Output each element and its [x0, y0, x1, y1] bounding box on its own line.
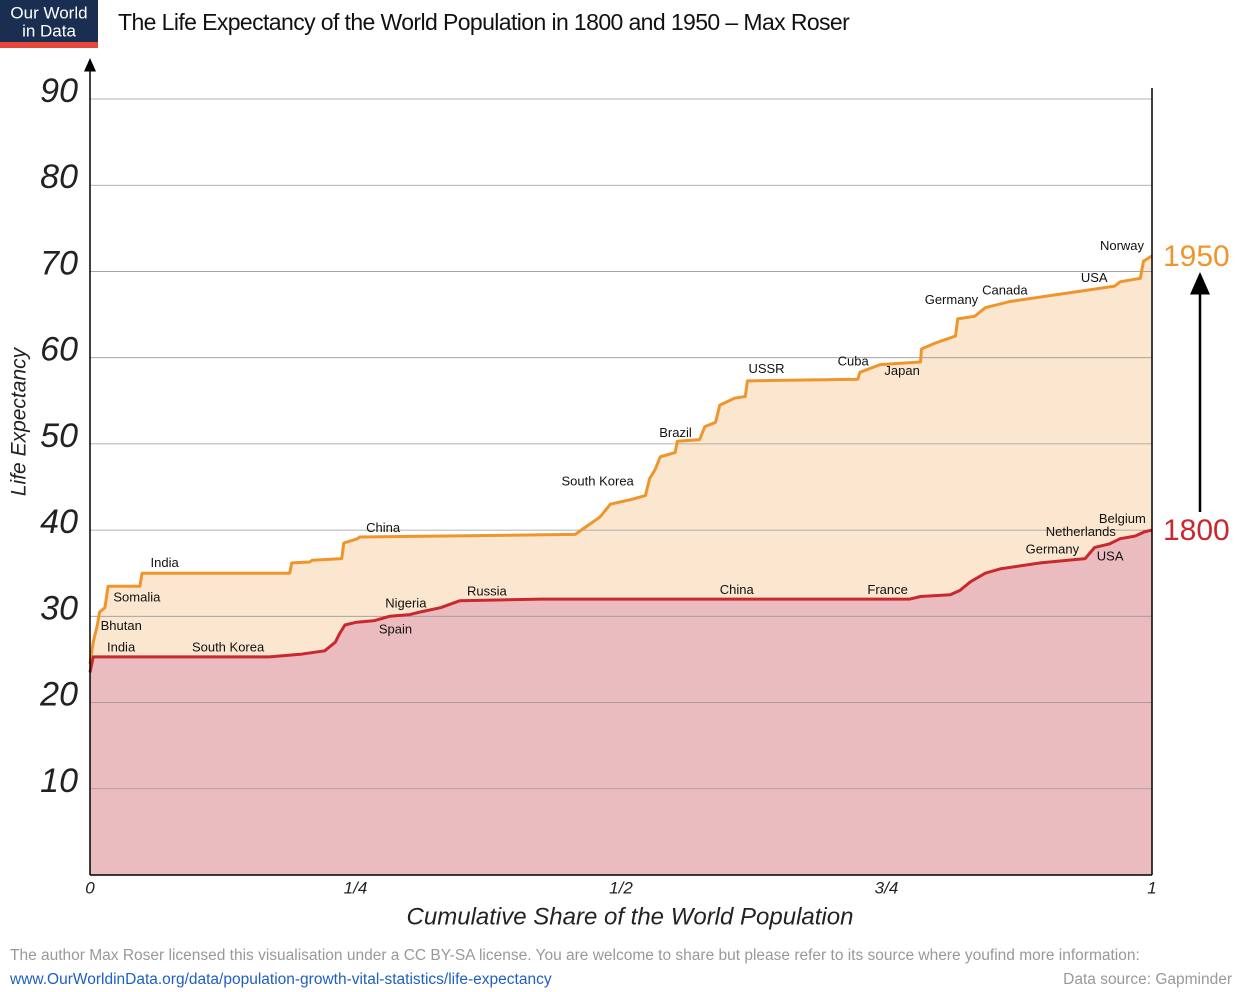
- chart-title: The Life Expectancy of the World Populat…: [118, 9, 850, 35]
- annotation: South Korea: [192, 640, 265, 655]
- data-source: Data source: Gapminder: [1063, 971, 1232, 988]
- areas: [90, 255, 1152, 875]
- annotation: Netherlands: [1046, 524, 1117, 539]
- lines: [88, 254, 1153, 673]
- logo-text: Our World: [10, 3, 87, 22]
- logo-stripe: [0, 42, 98, 48]
- logo-box: [0, 0, 98, 48]
- y-tick-label: 20: [39, 676, 78, 714]
- y-tick-label: 80: [40, 158, 78, 196]
- annotation: Canada: [982, 283, 1028, 298]
- annotation: South Korea: [562, 473, 635, 488]
- annotation: USA: [1097, 548, 1124, 563]
- y-axis-label: Life Expectancy: [8, 346, 31, 496]
- source-url[interactable]: www.OurWorldinData.org/data/population-g…: [9, 971, 552, 988]
- y-tick-label: 40: [40, 503, 78, 541]
- annotation: Germany: [1026, 541, 1080, 556]
- annotation: China: [366, 520, 401, 535]
- annotation: Belgium: [1099, 511, 1146, 526]
- series-label: 1950: [1163, 240, 1230, 273]
- annotation: Germany: [925, 292, 979, 307]
- license-text: The author Max Roser licensed this visua…: [10, 947, 1140, 964]
- y-tick-label: 10: [40, 762, 78, 800]
- annotation: USA: [1081, 270, 1108, 285]
- logo-text: in Data: [22, 21, 76, 40]
- annotation: Norway: [1100, 238, 1145, 253]
- series-line: [88, 528, 1153, 673]
- annotation: China: [720, 582, 755, 597]
- annotation: Brazil: [659, 425, 692, 440]
- series-line: [88, 254, 1153, 665]
- y-tick-label: 70: [40, 244, 78, 282]
- annotation: USSR: [748, 361, 784, 376]
- annotation: Nigeria: [385, 596, 427, 611]
- x-tick-label: 1: [1147, 878, 1156, 897]
- x-axis-label: Cumulative Share of the World Population: [407, 903, 854, 930]
- grid: [90, 98, 1152, 790]
- annotation: France: [867, 582, 907, 597]
- y-tick-label: 60: [40, 331, 78, 369]
- annotation: India: [151, 555, 180, 570]
- annotation: Somalia: [113, 590, 161, 605]
- x-tick-label: 3/4: [875, 878, 899, 897]
- y-tick-label: 90: [40, 72, 78, 110]
- y-tick-label: 50: [40, 417, 78, 455]
- x-tick-label: 1/2: [609, 878, 633, 897]
- annotation: India: [107, 640, 136, 655]
- annotation: Russia: [467, 584, 508, 599]
- annotation: Japan: [884, 363, 919, 378]
- y-tick-label: 30: [40, 589, 78, 627]
- x-tick-label: 0: [85, 878, 95, 897]
- series-label: 1800: [1163, 514, 1230, 547]
- annotation: Bhutan: [101, 618, 142, 633]
- annotation: Spain: [379, 622, 412, 637]
- annotation: Cuba: [838, 353, 870, 368]
- x-tick-label: 1/4: [344, 878, 368, 897]
